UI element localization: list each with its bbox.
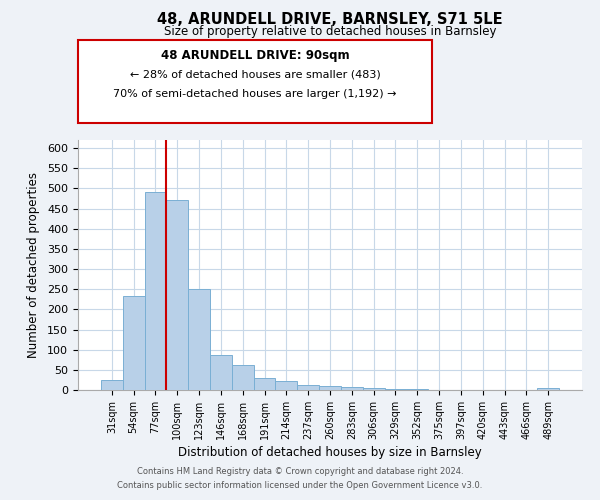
Bar — [123, 296, 145, 390]
Bar — [145, 192, 166, 390]
X-axis label: Distribution of detached houses by size in Barnsley: Distribution of detached houses by size … — [178, 446, 482, 459]
Text: ← 28% of detached houses are smaller (483): ← 28% of detached houses are smaller (48… — [130, 70, 380, 80]
Bar — [363, 388, 385, 390]
Bar — [166, 200, 188, 390]
Text: 48, ARUNDELL DRIVE, BARNSLEY, S71 5LE: 48, ARUNDELL DRIVE, BARNSLEY, S71 5LE — [157, 12, 503, 28]
Bar — [319, 386, 341, 390]
Bar — [101, 380, 123, 390]
Bar — [385, 389, 406, 390]
Bar — [297, 385, 319, 390]
Text: Contains public sector information licensed under the Open Government Licence v3: Contains public sector information licen… — [118, 481, 482, 490]
Bar — [188, 289, 210, 390]
Bar — [275, 381, 297, 390]
Text: Size of property relative to detached houses in Barnsley: Size of property relative to detached ho… — [164, 25, 496, 38]
Text: 48 ARUNDELL DRIVE: 90sqm: 48 ARUNDELL DRIVE: 90sqm — [161, 49, 349, 62]
Text: Contains HM Land Registry data © Crown copyright and database right 2024.: Contains HM Land Registry data © Crown c… — [137, 467, 463, 476]
Bar — [406, 389, 428, 390]
Bar — [341, 387, 363, 390]
Y-axis label: Number of detached properties: Number of detached properties — [27, 172, 40, 358]
Text: 70% of semi-detached houses are larger (1,192) →: 70% of semi-detached houses are larger (… — [113, 89, 397, 99]
Bar — [210, 354, 232, 390]
Bar — [537, 388, 559, 390]
Bar — [232, 364, 254, 390]
Bar — [254, 378, 275, 390]
